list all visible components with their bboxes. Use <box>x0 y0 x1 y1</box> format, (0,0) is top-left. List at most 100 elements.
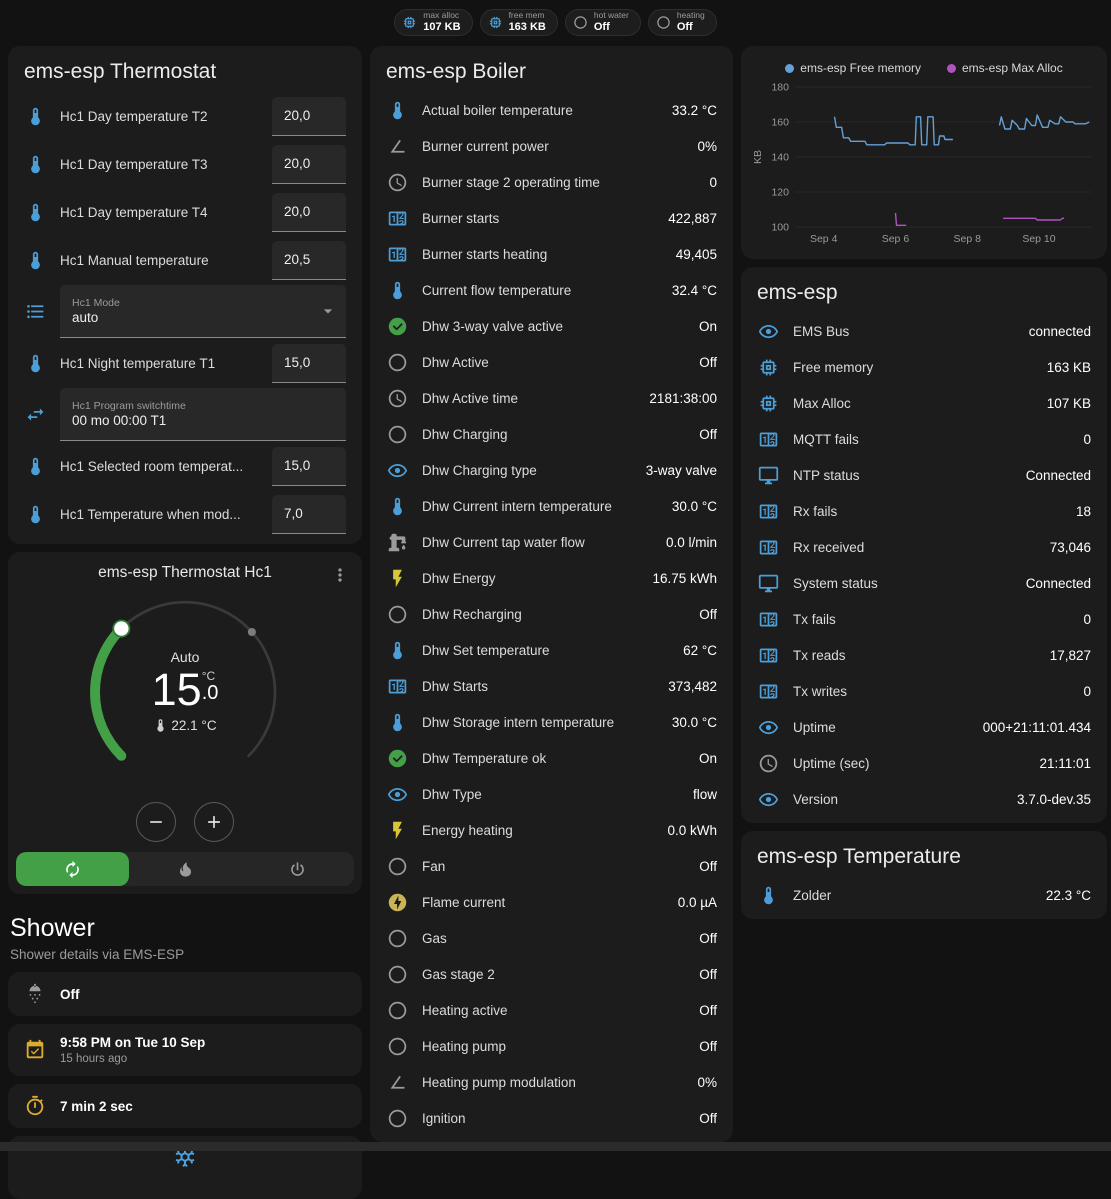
field-value: 00 mo 00:00 T1 <box>72 413 334 428</box>
entity-value: Off <box>699 355 717 370</box>
middle-column: ems-esp Boiler Actual boiler temperature… <box>370 46 733 1142</box>
thermometer-icon <box>386 280 408 301</box>
entity-label: MQTT fails <box>793 432 1069 447</box>
number-input[interactable]: 20,5 <box>272 241 346 280</box>
current-temp-value: 22.1 °C <box>171 718 216 733</box>
entity-value: Off <box>699 1039 717 1054</box>
chip-value: Off <box>677 21 705 34</box>
legend-dot <box>785 64 794 73</box>
angle-icon <box>386 1072 408 1093</box>
counter-icon <box>757 609 779 630</box>
legend-item-ems-esp-max-alloc[interactable]: ems-esp Max Alloc <box>947 61 1063 75</box>
thermometer-icon <box>24 106 46 127</box>
number-input[interactable]: 20,0 <box>272 97 346 136</box>
timer-icon <box>24 1095 46 1117</box>
entity-label: Tx writes <box>793 684 1069 699</box>
entity-value: 000+21:11:01.434 <box>983 720 1091 735</box>
number-input[interactable]: 15,0 <box>272 344 346 383</box>
number-input[interactable]: 7,0 <box>272 495 346 534</box>
mode-off-button[interactable] <box>241 852 354 886</box>
thermometer-icon <box>386 640 408 661</box>
number-input[interactable]: 15,0 <box>272 447 346 486</box>
mode-auto-button[interactable] <box>16 852 129 886</box>
entity-row-uptime-sec[interactable]: Uptime (sec)21:11:01 <box>741 745 1107 781</box>
temp-increase-button[interactable] <box>194 802 234 842</box>
number-input[interactable]: 20,0 <box>272 193 346 232</box>
number-input[interactable]: 20,0 <box>272 145 346 184</box>
legend-item-ems-esp-free-memory[interactable]: ems-esp Free memory <box>785 61 921 75</box>
svg-text:KB: KB <box>752 150 764 164</box>
entity-label: Ignition <box>422 1111 685 1126</box>
entity-value: 107 KB <box>1047 396 1091 411</box>
counter-icon <box>386 208 408 229</box>
temp-decrease-button[interactable] <box>136 802 176 842</box>
memory-icon <box>488 15 503 30</box>
bottom-bar <box>0 1142 1111 1151</box>
entity-label: Current flow temperature <box>422 283 658 298</box>
mode-heat-button[interactable] <box>129 852 242 886</box>
more-menu-button[interactable] <box>326 561 354 589</box>
shower-row-off[interactable]: Off <box>8 972 362 1016</box>
water-pump-icon <box>386 532 408 553</box>
hvac-mode-label: Auto <box>171 649 200 665</box>
entity-value: Off <box>699 1003 717 1018</box>
thermostat-dial[interactable]: Auto 15 °C .0 22.1 °C <box>77 586 293 794</box>
shower-section-header: Shower Shower details via EMS-ESP <box>8 902 362 964</box>
circle-icon <box>573 15 588 30</box>
entity-value: 21:11:01 <box>1039 756 1091 771</box>
entity-label: Dhw Active time <box>422 391 635 406</box>
shower-row-7-min-2-sec[interactable]: 7 min 2 sec <box>8 1084 362 1128</box>
entity-label: Burner stage 2 operating time <box>422 175 695 190</box>
